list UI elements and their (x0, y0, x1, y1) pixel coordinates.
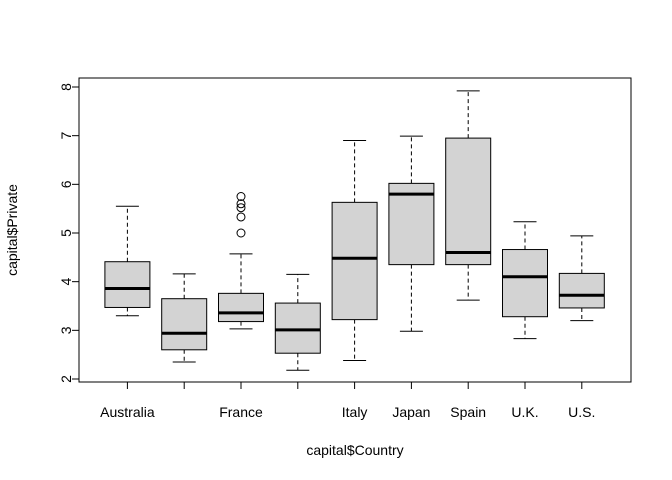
box-iqr (388, 182, 435, 266)
box-iqr (502, 249, 548, 318)
axis-layer: 2 3 4 5 6 7 8 Australia France Italy Japan Spain U.K… (58, 77, 632, 420)
y-tick-label: 5 (58, 229, 74, 237)
x-tick-label: France (219, 404, 263, 420)
box-iqr (558, 272, 605, 309)
y-axis-title: capital$Private (4, 184, 20, 276)
y-tick-label: 2 (58, 375, 74, 383)
outlier-point (236, 203, 246, 213)
box-iqr (274, 302, 321, 354)
y-tick-label: 8 (58, 83, 74, 91)
x-tick-label: Spain (450, 404, 486, 420)
y-tick-label: 4 (58, 278, 74, 286)
box-iqr (161, 298, 208, 351)
box-iqr (445, 137, 492, 266)
box-iqr (331, 201, 378, 321)
outlier-point (236, 228, 246, 238)
x-tick-label: Australia (100, 404, 155, 420)
box-iqr (218, 292, 264, 323)
x-axis-title: capital$Country (306, 442, 403, 458)
outlier-point (236, 212, 246, 222)
x-tick-label: U.K. (511, 404, 538, 420)
x-tick-label: Italy (342, 404, 368, 420)
plot-layer (104, 90, 605, 371)
box-iqr (104, 261, 151, 308)
x-tick-label: Japan (392, 404, 430, 420)
outlier-point (236, 199, 246, 209)
x-tick-label: U.S. (568, 404, 595, 420)
y-tick-label: 3 (58, 326, 74, 334)
y-tick-label: 6 (58, 180, 74, 188)
y-tick-label: 7 (58, 132, 74, 140)
outlier-point (236, 192, 246, 201)
